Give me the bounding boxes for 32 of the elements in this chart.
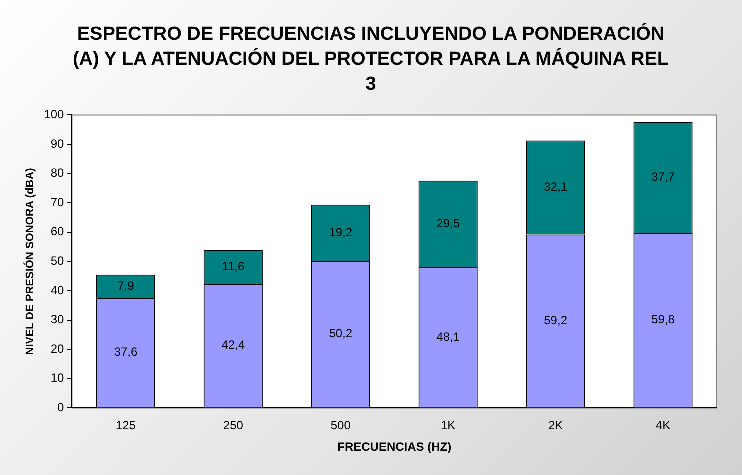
data-label: 11,6 — [222, 259, 245, 274]
x-tick-label: 125 — [116, 418, 136, 433]
y-tick-label: 30 — [50, 312, 65, 327]
y-tick-label: 70 — [50, 195, 65, 210]
data-label: 7,9 — [118, 278, 135, 293]
x-tick-label: 1K — [441, 418, 456, 433]
y-tick-label: 20 — [50, 342, 65, 356]
data-label: 37,6 — [114, 345, 138, 360]
data-label: 42,4 — [222, 338, 246, 352]
y-axis-title: NIVEL DE PRESIÓN SONORA (dBA) — [24, 168, 37, 356]
x-tick-label: 4K — [656, 418, 671, 433]
x-tick-label: 2K — [548, 418, 564, 433]
data-label: 19,2 — [329, 225, 353, 240]
y-tick-label: 100 — [44, 108, 65, 122]
data-label: 59,2 — [544, 314, 568, 328]
x-tick-label: 500 — [330, 418, 352, 433]
data-label: 32,1 — [544, 180, 568, 194]
data-label: 50,2 — [329, 326, 353, 341]
x-axis-title: FRECUENCIAS (HZ) — [338, 440, 452, 454]
data-label: 59,8 — [652, 312, 676, 327]
y-tick-label: 10 — [50, 371, 65, 386]
chart-title: ESPECTRO DE FRECUENCIAS INCLUYENDO LA PONDERACIÓN (A) Y LA ATENUACIÓN DEL PROTECTOR PARA LA MÁQUINA REL 3 — [72, 22, 670, 97]
data-label: 48,1 — [436, 330, 460, 344]
y-tick-label: 40 — [50, 283, 65, 298]
data-label: 37,7 — [652, 170, 676, 184]
data-label: 29,5 — [436, 216, 460, 230]
y-tick-label: 0 — [58, 400, 65, 415]
x-tick-label: 250 — [223, 418, 244, 433]
y-tick-label: 50 — [50, 254, 65, 268]
y-tick-label: 90 — [50, 136, 65, 151]
y-tick-label: 60 — [50, 224, 65, 239]
y-tick-label: 80 — [50, 166, 65, 180]
